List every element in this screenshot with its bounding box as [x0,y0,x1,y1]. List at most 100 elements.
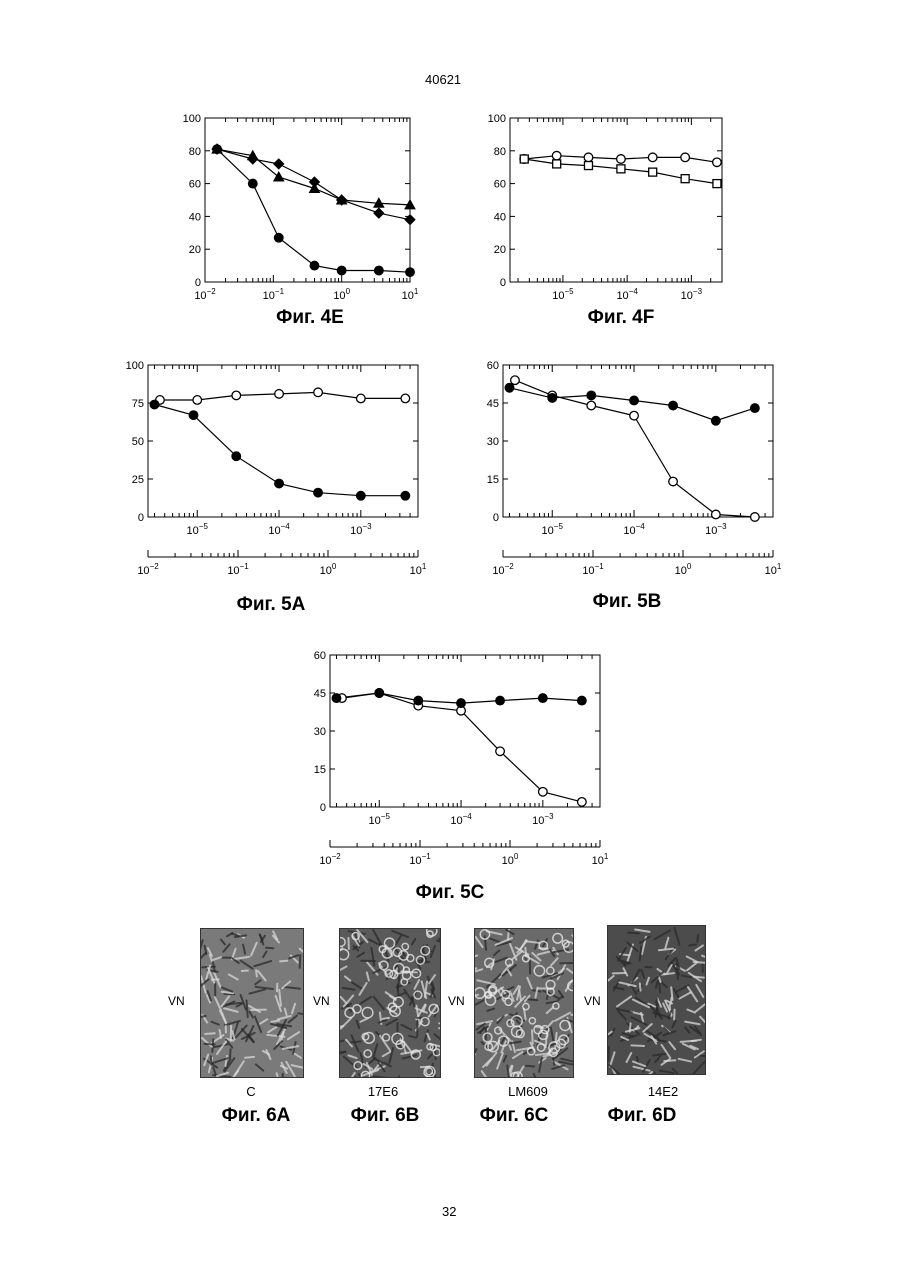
secondary-x-tick-label: 10−2 [319,852,341,867]
data-point [375,689,384,698]
data-point [248,179,257,188]
data-point [401,491,410,500]
data-point [374,208,384,218]
y-tick-label: 0 [320,802,326,814]
photo-side-label: VN [313,994,330,1008]
y-tick-label: 15 [314,764,326,776]
data-point [552,151,561,160]
caption-fig-6d: Фиг. 6D [562,1105,722,1127]
secondary-x-tick-label: 10−2 [137,562,159,577]
data-point [539,694,548,703]
x-tick-label: 10−5 [552,287,574,302]
y-tick-label: 60 [189,179,201,191]
secondary-x-tick-label: 101 [410,562,426,577]
x-tick-label: 10−2 [194,287,216,302]
x-tick-label: 10−4 [616,287,638,302]
x-tick-label: 10−3 [681,287,703,302]
data-point [587,401,596,410]
x-tick-label: 10−4 [623,522,645,537]
data-point [539,788,548,797]
data-point [712,510,721,519]
micrograph-texture [475,929,573,1077]
caption-fig-5a: Фиг. 5A [191,594,351,616]
y-tick-label: 100 [183,113,201,125]
data-point [150,400,159,409]
data-point [357,491,366,500]
secondary-x-tick-label: 10−1 [582,562,604,577]
x-tick-label: 10−3 [532,812,554,827]
x-tick-label: 10−4 [450,812,472,827]
photo-label: C [201,1084,301,1099]
data-point [274,159,284,169]
data-point [520,155,528,163]
data-point [587,391,596,400]
photo-side-label: VN [448,994,465,1008]
data-point [713,180,721,188]
data-point [630,396,639,405]
data-point [189,411,198,420]
data-point [617,155,626,164]
chart-fig-4e: 02040608010010−210−1100101 [175,105,440,305]
secondary-x-tick-label: 10−1 [227,562,249,577]
y-tick-label: 0 [500,277,506,289]
data-point [193,396,202,405]
data-point [496,696,505,705]
data-point [314,388,323,397]
plot-frame [330,655,600,807]
data-point [669,477,678,486]
micrograph-image [607,925,706,1075]
data-point [681,153,690,162]
plot-frame [510,118,722,282]
data-point [584,153,593,162]
y-tick-label: 50 [132,436,144,448]
data-point [681,175,689,183]
data-point [669,401,678,410]
y-tick-label: 75 [132,398,144,410]
y-tick-label: 100 [488,113,506,125]
data-point [584,162,592,170]
data-point [712,416,721,425]
micrograph-image [339,928,441,1078]
secondary-x-tick-label: 100 [675,562,692,577]
data-point [357,394,366,403]
x-tick-label: 10−5 [187,522,209,537]
y-tick-label: 80 [189,146,201,158]
x-tick-label: 10−5 [369,812,391,827]
y-tick-label: 60 [314,650,326,662]
chart-fig-5a: 025507510010−510−410−310−210−1100101 [118,355,426,590]
data-point [332,694,341,703]
data-point [649,168,657,176]
y-tick-label: 25 [132,474,144,486]
y-tick-label: 60 [487,360,499,372]
data-point [578,798,587,807]
data-point [275,390,284,399]
y-tick-label: 40 [494,211,506,223]
photo-side-label: VN [168,994,185,1008]
x-tick-label: 10−3 [705,522,727,537]
data-point [309,177,319,187]
data-point [496,747,505,756]
data-point [617,165,625,173]
x-tick-label: 100 [333,287,350,302]
plot-frame [503,365,773,517]
data-point [630,411,639,420]
data-point [275,479,284,488]
y-tick-label: 80 [494,146,506,158]
data-point [337,266,346,275]
micrograph-texture [608,926,705,1074]
data-point [713,158,722,167]
data-point [232,391,241,400]
data-point [274,233,283,242]
secondary-x-tick-label: 10−2 [492,562,514,577]
data-point [751,404,760,413]
photo-label: LM609 [478,1084,578,1099]
data-point [457,699,466,708]
data-point [511,376,520,385]
x-tick-label: 10−1 [263,287,285,302]
data-point [553,160,561,168]
micrograph-image [200,928,304,1078]
data-point [505,384,514,393]
plot-frame [148,365,418,517]
micrograph-image [474,928,574,1078]
secondary-x-tick-label: 10−1 [409,852,431,867]
